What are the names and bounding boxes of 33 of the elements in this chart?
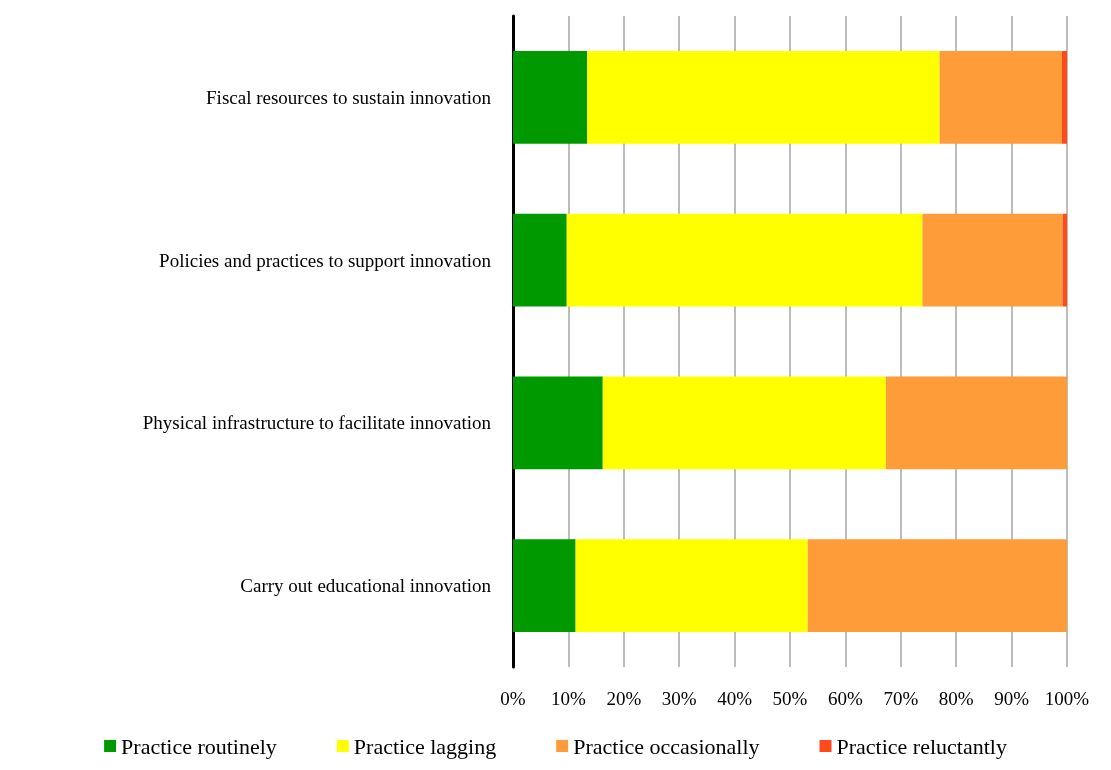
bar	[513, 50, 588, 144]
bar	[566, 213, 923, 307]
legend-label: Practice lagging	[353, 733, 497, 759]
x-tick-label: 50%	[772, 688, 808, 709]
x-tick-label: 100%	[1044, 688, 1090, 709]
bar	[939, 50, 1063, 144]
legend-label: Practice reluctantly	[836, 733, 1007, 759]
y-tick-label: Policies and practices to support innovation	[159, 249, 492, 271]
y-tick-label: Physical infrastructure to facilitate innovation	[142, 412, 492, 434]
legend-label: Practice occasionally	[573, 733, 760, 759]
x-tick-label: 10%	[550, 688, 586, 709]
bar	[513, 213, 567, 307]
bar	[807, 539, 1067, 633]
legend-label: Practice routinely	[121, 733, 277, 759]
x-tick-label: 70%	[883, 688, 919, 709]
bar	[1062, 213, 1067, 307]
y-tick-label: Carry out educational innovation	[240, 575, 492, 597]
x-tick-label: 20%	[606, 688, 642, 709]
bar	[922, 213, 1063, 307]
x-tick-label: 90%	[994, 688, 1030, 709]
bar	[513, 376, 603, 470]
bar	[885, 376, 1067, 470]
y-tick-label: Fiscal resources to sustain innovation	[206, 86, 492, 108]
bar	[602, 376, 886, 470]
x-tick-label: 80%	[938, 688, 974, 709]
x-tick-label: 60%	[827, 688, 863, 709]
x-tick-label: 40%	[717, 688, 753, 709]
bar	[1062, 50, 1067, 144]
bar	[575, 539, 808, 633]
bar	[587, 50, 940, 144]
x-tick-label: 30%	[661, 688, 697, 709]
x-tick-label: 0%	[500, 688, 526, 709]
bar	[513, 539, 576, 633]
